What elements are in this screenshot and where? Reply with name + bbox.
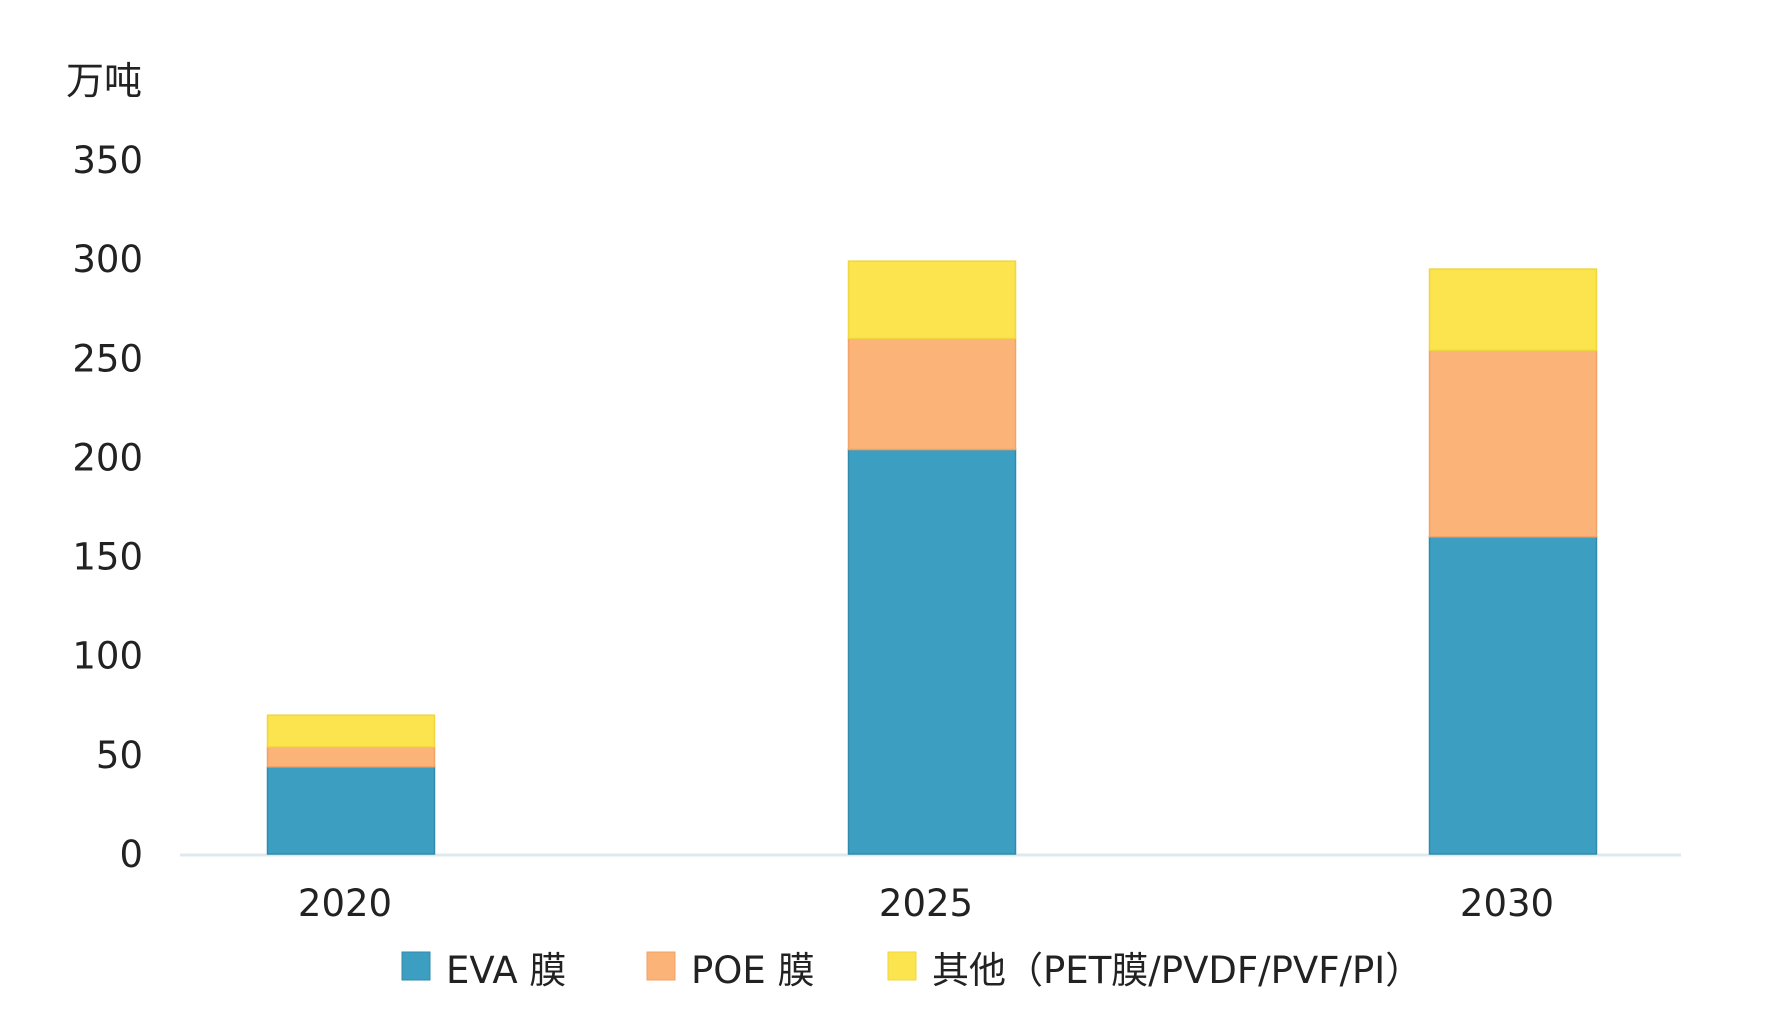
y-axis-ticks: 0 50 100 150 200 250 300 350 [72,139,143,876]
legend-swatch [887,951,917,981]
x-tick-label: 2020 [298,882,392,925]
bar-segment-2025-1 [847,337,1017,451]
bar-segment-2025-2 [847,260,1017,340]
bar-segment-2030-0 [1428,535,1598,855]
x-tick-label: 2030 [1460,882,1554,925]
legend-label: 其他（PET膜/PVDF/PVF/PI） [932,949,1422,992]
y-tick-label: 200 [72,436,143,479]
y-unit-label: 万吨 [66,59,142,103]
legend-swatch [401,951,431,981]
y-tick-label: 150 [72,536,143,579]
y-tick-label: 250 [72,337,143,380]
bars [266,260,1598,855]
bar-segment-2025-0 [847,448,1017,855]
y-tick-label: 0 [119,833,143,876]
bar-segment-2020-2 [266,714,436,748]
legend: EVA 膜 POE 膜 其他（PET膜/PVDF/PVF/PI） [401,949,1422,992]
legend-label: EVA 膜 [446,949,566,992]
legend-swatch [646,951,676,981]
bar-segment-2030-2 [1428,268,1598,352]
x-axis-ticks: 2020 2025 2030 [298,882,1554,925]
x-tick-label: 2025 [879,882,973,925]
y-tick-label: 300 [72,238,143,281]
y-tick-label: 350 [72,139,143,182]
bar-segment-2030-1 [1428,349,1598,538]
legend-label: POE 膜 [691,949,815,992]
bar-segment-2020-1 [266,746,436,768]
bar-segment-2020-0 [266,766,436,855]
y-tick-label: 50 [96,734,143,777]
y-tick-label: 100 [72,635,143,678]
